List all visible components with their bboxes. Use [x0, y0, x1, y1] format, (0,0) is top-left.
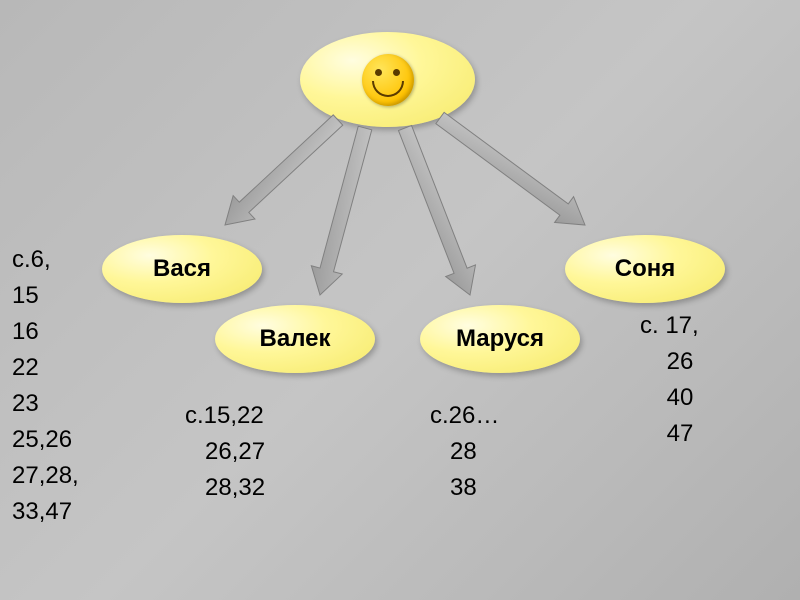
text-marusya: с.26… 28 38 [430, 398, 499, 506]
text-sonya: с. 17, 26 40 47 [640, 308, 699, 452]
node-vasya: Вася [102, 235, 262, 303]
node-marusya-label: Маруся [456, 325, 544, 353]
node-valek-label: Валек [260, 325, 331, 353]
node-sonya: Соня [565, 235, 725, 303]
root-node [300, 32, 475, 127]
smiley-icon [362, 54, 414, 106]
node-vasya-label: Вася [153, 255, 211, 283]
text-valek: с.15,22 26,27 28,32 [185, 398, 265, 506]
node-marusya: Маруся [420, 305, 580, 373]
node-valek: Валек [215, 305, 375, 373]
text-left: с.6, 15 16 22 23 25,26 27,28, 33,47 [12, 242, 79, 530]
node-sonya-label: Соня [615, 255, 676, 283]
